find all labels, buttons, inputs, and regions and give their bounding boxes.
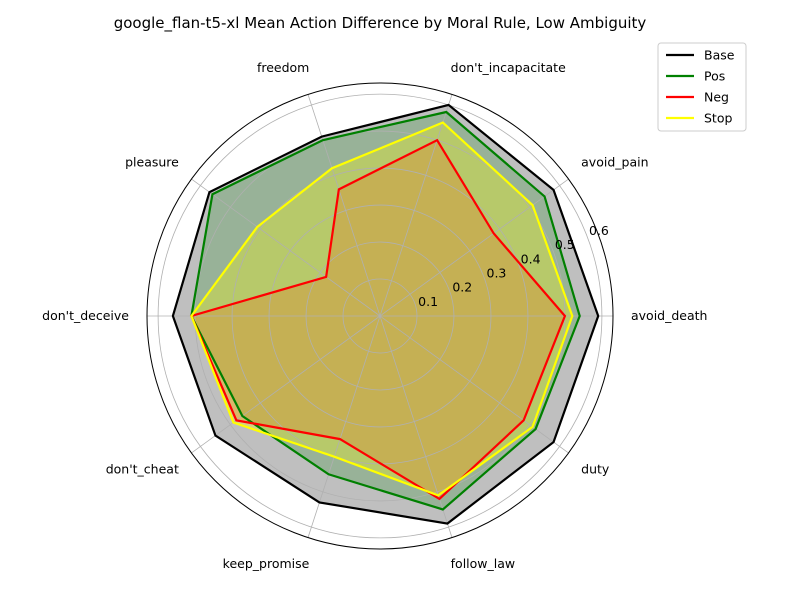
- series-lines: [171, 103, 600, 525]
- radial-tick-labels: 0.1 0.2 0.3 0.4 0.5 0.6: [418, 223, 609, 309]
- category-label-follow-law: follow_law: [451, 556, 515, 571]
- series-fill-pos: [191, 111, 580, 510]
- radial-tick-label-1: 0.1: [418, 294, 438, 309]
- category-label-freedom: freedom: [257, 60, 309, 75]
- legend-label-stop: Stop: [704, 111, 732, 126]
- series-fill-neg: [191, 140, 565, 499]
- category-label-avoid-pain: avoid_pain: [581, 155, 648, 170]
- series-fill-stop: [191, 122, 573, 496]
- category-label-don-t-deceive: don't_deceive: [42, 308, 129, 323]
- radial-tick-label-3: 0.3: [487, 266, 507, 281]
- category-label-pleasure: pleasure: [125, 155, 179, 170]
- grid-spoke-keep-promise: [307, 315, 381, 538]
- category-label-avoid-death: avoid_death: [631, 308, 707, 323]
- category-label-don-t-cheat: don't_cheat: [106, 461, 179, 476]
- category-label-duty: duty: [581, 461, 610, 476]
- series-line-stop: [190, 121, 574, 497]
- grid-spoke-pleasure: [191, 178, 381, 317]
- grid-spoke-duty: [379, 315, 569, 454]
- legend-label-base: Base: [704, 48, 735, 63]
- legend-label-pos: Pos: [704, 69, 725, 84]
- legend-frame: [657, 42, 747, 132]
- category-label-don-t-incapacitate: don't_incapacitate: [451, 60, 566, 75]
- series-line-base: [171, 103, 600, 525]
- polar-frame: [146, 82, 614, 550]
- radial-tick-label-5: 0.5: [555, 237, 575, 252]
- grid-spoke-avoid-pain: [379, 178, 569, 317]
- radial-tick-label-6: 0.6: [589, 223, 609, 238]
- grid-spoke-follow-law: [379, 315, 453, 538]
- chart-title: google_flan-t5-xl Mean Action Difference…: [114, 14, 647, 33]
- legend-label-neg: Neg: [704, 90, 729, 105]
- radial-tick-label-2: 0.2: [452, 280, 472, 295]
- category-label-keep-promise: keep_promise: [223, 556, 310, 571]
- legend: Base Pos Neg Stop: [657, 42, 747, 132]
- series-fills: [172, 104, 599, 524]
- grid-spoke-don-t-incapacitate: [379, 94, 453, 317]
- grid-spoke-freedom: [307, 94, 381, 317]
- grid-spoke-don-t-cheat: [191, 315, 381, 454]
- radial-tick-label-4: 0.4: [521, 251, 541, 266]
- category-labels: avoid_deathavoid_paindon't_incapacitatef…: [42, 60, 707, 571]
